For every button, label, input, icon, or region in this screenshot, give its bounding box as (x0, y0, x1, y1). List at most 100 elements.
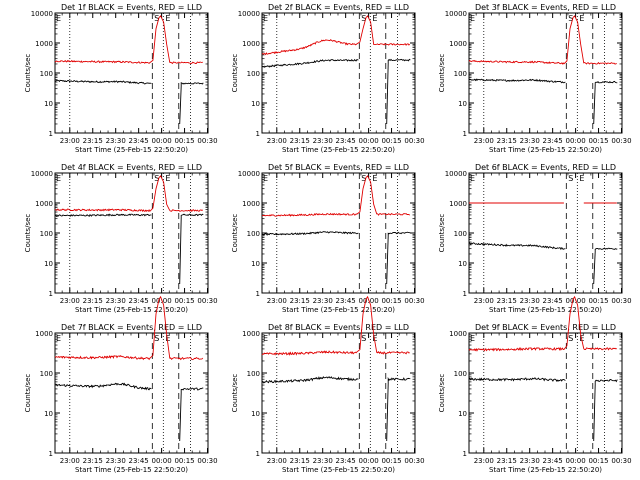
events-series-line (386, 58, 411, 125)
y-tick-label: 1000 (35, 330, 53, 338)
y-tick-label: 100 (247, 230, 260, 238)
x-tick-label: 23:00 (267, 297, 287, 305)
lld-series-line (261, 295, 378, 356)
events-series-line (261, 58, 359, 69)
events-series-line (468, 242, 566, 251)
y-tick-label: 100 (40, 370, 53, 378)
end-marker-label: E (165, 14, 170, 23)
x-tick-label: 00:30 (611, 297, 631, 305)
x-tick-label: 00:00 (359, 137, 379, 145)
x-tick-label: 23:00 (60, 297, 80, 305)
y-tick-label: 10 (251, 100, 260, 108)
events-series-line (593, 379, 618, 442)
x-tick-label: 23:45 (543, 457, 563, 465)
x-tick-label: 00:30 (611, 137, 631, 145)
plot-frame (468, 12, 623, 134)
end-marker-label: E (56, 334, 61, 343)
y-tick-label: 10000 (31, 10, 53, 18)
start-marker-label: S (568, 334, 573, 343)
x-tick-label: 23:30 (520, 457, 540, 465)
x-tick-label: 00:00 (152, 137, 172, 145)
y-tick-label: 10 (458, 410, 467, 418)
end-marker-label: E (372, 334, 377, 343)
x-tick-label: 00:15 (174, 457, 194, 465)
x-tick-label: 23:30 (520, 297, 540, 305)
x-tick-label: 23:45 (336, 457, 356, 465)
events-series-line (593, 80, 618, 125)
y-tick-label: 100 (40, 230, 53, 238)
chart-panel-2: Det 2f BLACK = Events, RED = LLD 1 10 100 10… (231, 3, 425, 154)
y-tick-label: 1 (463, 130, 467, 138)
x-tick-label: 23:15 (83, 137, 103, 145)
x-axis-label: Start Time (25-Feb-15 22:50:20) (282, 146, 395, 154)
x-tick-label: 23:30 (313, 137, 333, 145)
y-tick-label: 10 (44, 410, 53, 418)
start-marker-label: S (568, 174, 573, 183)
y-tick-label: 10000 (445, 10, 467, 18)
y-axis-label: Counts/sec (438, 374, 446, 413)
x-tick-label: 23:15 (83, 457, 103, 465)
lld-series-line (169, 61, 203, 65)
x-tick-label: 00:15 (174, 297, 194, 305)
x-tick-label: 00:00 (152, 457, 172, 465)
events-series-line (386, 231, 411, 285)
y-tick-label: 10000 (238, 170, 260, 178)
end-marker-label: E (56, 14, 61, 23)
lld-series-line (583, 61, 617, 65)
y-tick-label: 100 (247, 370, 260, 378)
chart-title: Det 6f BLACK = Events, RED = LLD (475, 163, 616, 172)
x-tick-label: 23:30 (106, 297, 126, 305)
lld-series-line (376, 351, 410, 355)
y-tick-label: 1000 (242, 330, 260, 338)
x-axis-label: Start Time (25-Feb-15 22:50:20) (282, 306, 395, 314)
x-tick-label: 23:00 (267, 137, 287, 145)
lld-series-line (583, 347, 617, 351)
x-tick-label: 23:30 (106, 457, 126, 465)
x-tick-label: 23:15 (290, 457, 310, 465)
x-axis-label: Start Time (25-Feb-15 22:50:20) (489, 466, 602, 474)
events-series-line (593, 247, 618, 285)
x-tick-label: 23:15 (83, 297, 103, 305)
x-tick-label: 23:45 (543, 137, 563, 145)
start-marker-label: S (361, 334, 366, 343)
lld-series-line (169, 356, 204, 361)
x-tick-label: 00:00 (359, 297, 379, 305)
y-tick-label: 10 (44, 100, 53, 108)
x-tick-label: 23:15 (497, 457, 517, 465)
y-tick-label: 10 (44, 260, 53, 268)
lld-series-line (169, 209, 204, 213)
chart-panel-4: Det 4f BLACK = Events, RED = LLD 1 10 100 10… (24, 163, 218, 314)
x-tick-label: 00:30 (197, 457, 217, 465)
chart-title: Det 9f BLACK = Events, RED = LLD (475, 323, 616, 332)
x-tick-label: 00:30 (197, 137, 217, 145)
x-tick-label: 23:45 (129, 457, 149, 465)
events-series-line (386, 376, 411, 442)
y-tick-label: 10000 (31, 170, 53, 178)
lld-series-line (376, 42, 411, 46)
chart-panel-8: Det 8f BLACK = Events, RED = LLD 1 10 100 10… (231, 295, 425, 474)
x-tick-label: 00:15 (381, 457, 401, 465)
start-marker-label: S (568, 14, 573, 23)
events-series-line (54, 382, 152, 391)
y-axis-label: Counts/sec (231, 214, 239, 253)
x-tick-label: 00:30 (404, 457, 424, 465)
x-tick-label: 23:45 (129, 137, 149, 145)
lld-series-line (468, 15, 585, 65)
x-tick-label: 00:00 (566, 457, 586, 465)
chart-panel-6: Det 6f BLACK = Events, RED = LLD 1 10 100 10… (438, 163, 632, 314)
lld-series-line (261, 175, 378, 217)
y-tick-label: 1 (49, 130, 53, 138)
x-axis-label: Start Time (25-Feb-15 22:50:20) (489, 306, 602, 314)
end-marker-label: E (579, 14, 584, 23)
x-tick-label: 23:30 (520, 137, 540, 145)
y-tick-label: 1 (256, 450, 260, 458)
start-marker-label: S (154, 14, 159, 23)
lld-series-line (54, 295, 171, 361)
start-marker-label: S (154, 334, 159, 343)
events-series-line (261, 231, 359, 236)
x-tick-label: 23:00 (60, 137, 80, 145)
lld-series-line (54, 175, 171, 213)
plot-frame (468, 172, 623, 294)
x-tick-label: 23:15 (290, 297, 310, 305)
plot-frame (261, 332, 416, 454)
